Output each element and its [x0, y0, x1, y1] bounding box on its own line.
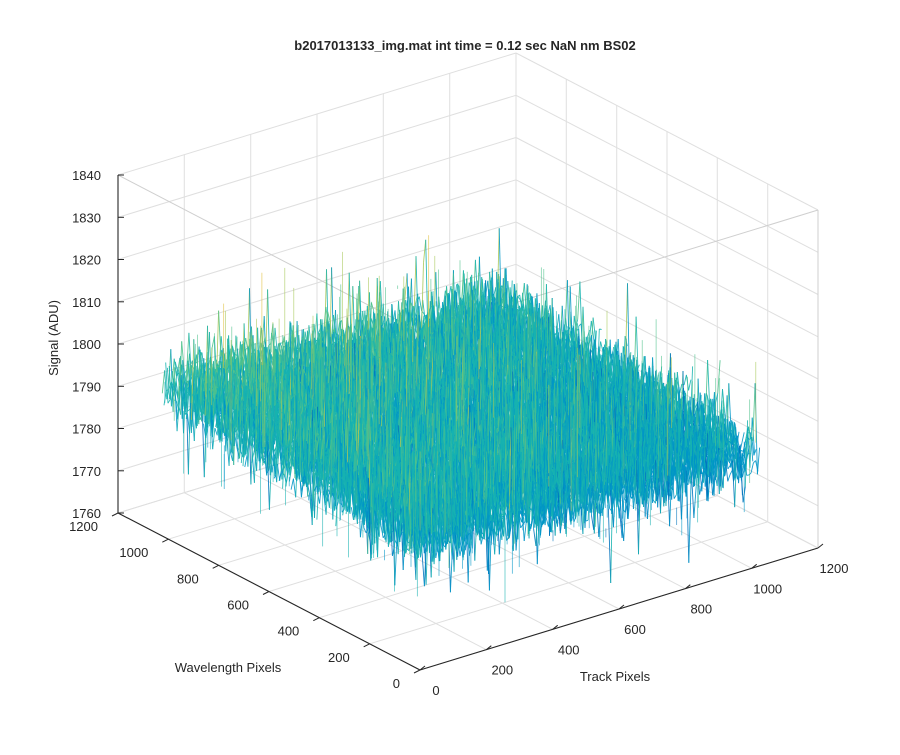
surface-trace	[219, 311, 221, 357]
surface-mesh	[162, 228, 759, 602]
box-edge	[118, 175, 420, 332]
surface-trace	[168, 399, 170, 403]
surface-trace	[162, 370, 164, 393]
surface-trace	[440, 318, 442, 319]
